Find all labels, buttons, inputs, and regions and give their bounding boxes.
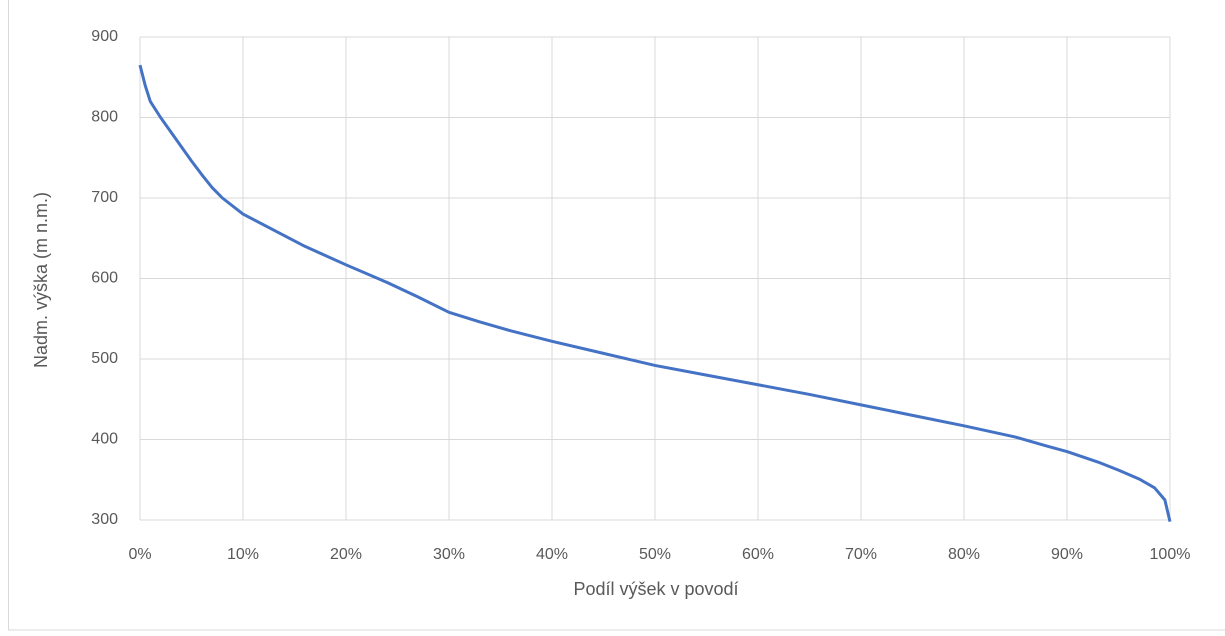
y-tick-label: 500 <box>91 350 118 367</box>
x-tick-label: 30% <box>433 546 465 563</box>
x-tick-label: 70% <box>845 546 877 563</box>
x-tick-label: 0% <box>128 546 151 563</box>
y-axis-title: Nadm. výška (m n.m.) <box>31 192 51 368</box>
y-tick-label: 600 <box>91 270 118 287</box>
y-tick-label: 900 <box>91 28 118 45</box>
x-tick-label: 50% <box>639 546 671 563</box>
chart-border <box>9 0 1225 630</box>
x-tick-label: 80% <box>948 546 980 563</box>
x-tick-label: 20% <box>330 546 362 563</box>
x-tick-label: 60% <box>742 546 774 563</box>
y-tick-label: 300 <box>91 511 118 528</box>
y-tick-label: 800 <box>91 109 118 126</box>
x-tick-label: 100% <box>1150 546 1191 563</box>
y-tick-label: 700 <box>91 189 118 206</box>
x-axis-title: Podíl výšek v povodí <box>573 579 738 599</box>
x-tick-label: 10% <box>227 546 259 563</box>
y-tick-label: 400 <box>91 431 118 448</box>
x-tick-label: 90% <box>1051 546 1083 563</box>
x-tick-label: 40% <box>536 546 568 563</box>
